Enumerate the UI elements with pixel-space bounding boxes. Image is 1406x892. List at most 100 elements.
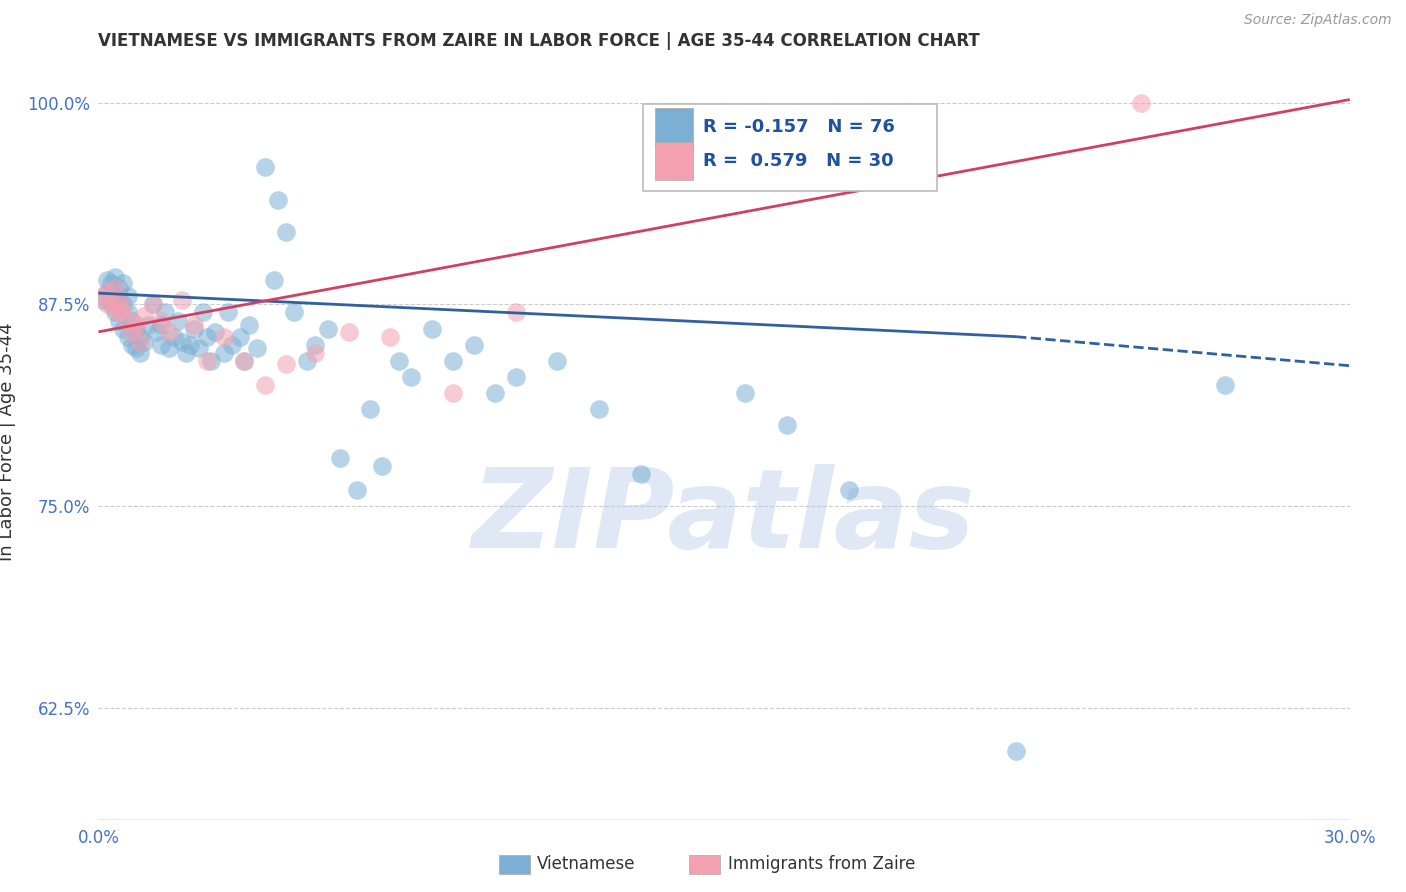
Point: [129, 346, 152, 360]
Point: [121, 325, 143, 339]
Point: [401, 370, 423, 384]
Point: [734, 386, 756, 401]
Text: R = -0.157   N = 76: R = -0.157 N = 76: [703, 118, 894, 136]
Point: [142, 297, 165, 311]
Point: [233, 354, 256, 368]
Point: [505, 370, 527, 384]
Point: [108, 313, 131, 327]
Point: [484, 386, 506, 401]
Point: [170, 293, 193, 307]
Point: [283, 305, 305, 319]
Point: [104, 302, 127, 317]
Point: [183, 318, 205, 333]
Point: [170, 334, 193, 349]
Point: [108, 293, 131, 307]
Point: [630, 467, 652, 481]
Point: [104, 281, 127, 295]
Point: [100, 297, 122, 311]
Point: [221, 337, 243, 351]
Point: [441, 354, 464, 368]
Point: [441, 386, 464, 401]
Point: [295, 354, 318, 368]
Point: [316, 321, 339, 335]
Point: [346, 483, 368, 497]
Point: [100, 277, 122, 291]
Point: [162, 329, 184, 343]
Point: [838, 483, 860, 497]
Point: [505, 305, 527, 319]
Point: [776, 418, 799, 433]
Point: [129, 334, 152, 349]
Point: [96, 286, 118, 301]
Point: [174, 346, 197, 360]
Point: [179, 337, 201, 351]
Text: Vietnamese: Vietnamese: [537, 855, 636, 873]
Y-axis label: In Labor Force | Age 35-44: In Labor Force | Age 35-44: [0, 322, 15, 561]
Point: [117, 305, 139, 319]
Point: [263, 273, 285, 287]
Point: [329, 450, 352, 465]
Point: [1005, 744, 1028, 758]
Point: [117, 289, 139, 303]
Point: [254, 161, 277, 175]
Point: [104, 270, 127, 285]
Point: [138, 318, 160, 333]
Point: [274, 357, 298, 371]
Point: [112, 321, 135, 335]
Point: [100, 293, 122, 307]
Point: [546, 354, 568, 368]
Text: Source: ZipAtlas.com: Source: ZipAtlas.com: [1244, 13, 1392, 28]
Point: [125, 318, 148, 333]
Point: [117, 329, 139, 343]
Point: [238, 318, 260, 333]
Point: [125, 341, 148, 355]
Point: [108, 293, 131, 307]
Point: [267, 193, 290, 207]
Point: [233, 354, 256, 368]
Point: [104, 305, 127, 319]
Point: [108, 305, 131, 319]
Point: [420, 321, 443, 335]
Point: [112, 297, 135, 311]
FancyBboxPatch shape: [655, 142, 693, 180]
Point: [150, 313, 173, 327]
Point: [96, 297, 118, 311]
Point: [304, 337, 326, 351]
Point: [304, 346, 326, 360]
Point: [134, 309, 156, 323]
Text: R =  0.579   N = 30: R = 0.579 N = 30: [703, 152, 893, 170]
Point: [166, 313, 188, 327]
Point: [150, 318, 173, 333]
Point: [117, 313, 139, 327]
Point: [1213, 378, 1236, 392]
Point: [187, 341, 209, 355]
Point: [191, 305, 214, 319]
Point: [129, 329, 152, 343]
FancyBboxPatch shape: [643, 104, 936, 191]
Point: [359, 402, 381, 417]
Point: [229, 329, 252, 343]
Point: [200, 354, 222, 368]
Point: [388, 354, 411, 368]
Point: [134, 334, 156, 349]
Point: [195, 329, 218, 343]
Point: [195, 354, 218, 368]
Point: [371, 458, 394, 473]
Point: [380, 329, 402, 343]
FancyBboxPatch shape: [655, 108, 693, 145]
Text: VIETNAMESE VS IMMIGRANTS FROM ZAIRE IN LABOR FORCE | AGE 35-44 CORRELATION CHART: VIETNAMESE VS IMMIGRANTS FROM ZAIRE IN L…: [98, 32, 980, 50]
Point: [246, 341, 269, 355]
Point: [112, 302, 135, 317]
Point: [125, 321, 148, 335]
Point: [212, 346, 235, 360]
Point: [183, 321, 205, 335]
Text: Immigrants from Zaire: Immigrants from Zaire: [728, 855, 915, 873]
Point: [142, 297, 165, 311]
Point: [337, 325, 360, 339]
Point: [157, 341, 180, 355]
Point: [212, 329, 235, 343]
Point: [150, 337, 173, 351]
Text: ZIPatlas: ZIPatlas: [472, 464, 976, 571]
Point: [274, 225, 298, 239]
Point: [463, 337, 485, 351]
